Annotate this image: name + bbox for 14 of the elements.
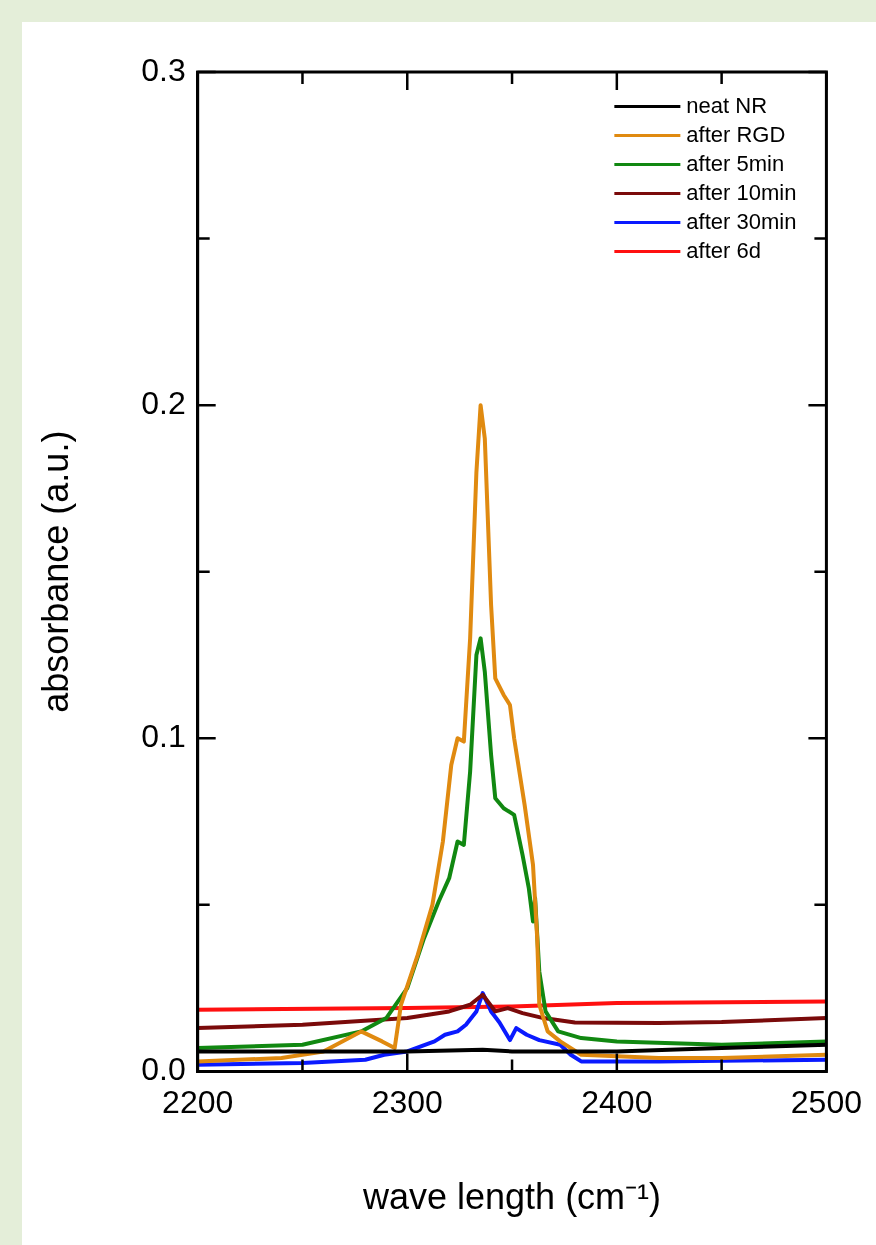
legend-label: after 10min [686,179,797,205]
legend-label: after 6d [686,237,761,263]
legend-label: after RGD [686,121,786,147]
x-tick-label: 2400 [581,1084,653,1121]
legend-label: after 30min [686,208,797,234]
x-tick-label: 2500 [790,1084,862,1121]
y-tick-label: 0.1 [141,718,186,755]
y-tick-label: 0.3 [141,51,186,88]
x-axis-title: wave length (cm⁻¹) [362,1176,662,1218]
y-tick-label: 0.2 [141,384,186,421]
x-tick-label: 2300 [371,1084,443,1121]
y-axis-title: absorbance (a.u.) [34,430,76,713]
legend-label: neat NR [686,92,768,118]
legend-label: after 5min [686,150,785,176]
